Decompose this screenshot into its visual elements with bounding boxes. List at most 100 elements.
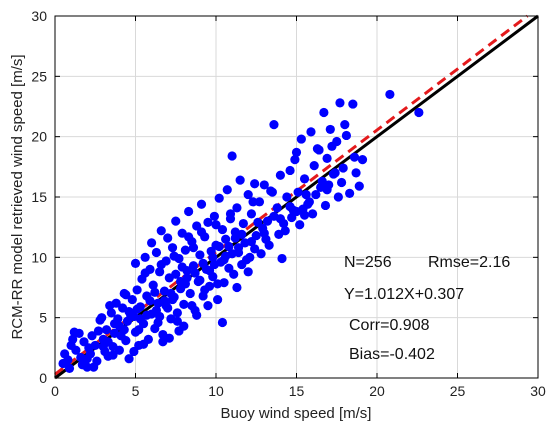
data-point — [172, 308, 182, 318]
data-point — [184, 206, 194, 217]
data-point — [64, 363, 75, 373]
x-axis-label: Buoy wind speed [m/s] — [221, 405, 372, 422]
data-point — [213, 279, 223, 289]
data-point — [311, 189, 321, 200]
data-point — [222, 185, 232, 195]
data-point — [132, 285, 142, 295]
data-point — [211, 220, 221, 230]
data-point — [269, 120, 279, 130]
data-point — [246, 237, 257, 247]
data-point — [229, 269, 239, 279]
data-point — [306, 127, 316, 137]
data-point — [250, 179, 260, 189]
data-point — [69, 327, 79, 337]
data-point — [272, 203, 282, 213]
data-point — [241, 255, 252, 265]
data-point — [106, 308, 116, 318]
data-point — [238, 218, 248, 229]
data-point — [232, 282, 242, 293]
data-point — [217, 224, 228, 235]
data-point — [320, 200, 331, 211]
data-point — [267, 187, 277, 197]
data-point — [196, 199, 207, 209]
data-point — [166, 288, 176, 299]
data-point — [287, 212, 297, 223]
axis-ticks: 0 5 10 15 20 25 30 0 5 10 15 20 25 30 — [31, 8, 546, 399]
data-point — [156, 259, 166, 270]
data-point — [179, 299, 189, 309]
data-point — [309, 161, 319, 171]
data-point — [291, 147, 302, 157]
data-point — [187, 301, 197, 311]
data-point — [357, 154, 368, 165]
data-point — [121, 290, 131, 300]
data-point — [190, 268, 200, 278]
x-tick-label: 20 — [369, 383, 385, 399]
y-tick-label: 5 — [39, 310, 47, 326]
data-point — [275, 170, 285, 180]
data-point — [129, 346, 139, 357]
data-point — [171, 269, 181, 279]
y-tick-label: 15 — [31, 189, 47, 205]
data-point — [351, 168, 361, 178]
data-point — [82, 354, 92, 364]
x-tick-label: 15 — [289, 383, 305, 399]
data-point — [282, 192, 292, 202]
data-point — [256, 249, 266, 259]
scatter-points — [58, 89, 424, 373]
data-point — [185, 288, 195, 299]
data-point — [124, 307, 134, 317]
data-point — [68, 334, 78, 344]
data-point — [243, 267, 253, 277]
annotation-bias: Bias=-0.402 — [349, 346, 435, 363]
data-point — [148, 280, 158, 290]
data-point — [151, 247, 162, 258]
data-point — [243, 189, 253, 200]
data-point — [147, 238, 157, 248]
data-point — [214, 241, 224, 252]
data-point — [299, 210, 310, 220]
data-point — [195, 250, 205, 260]
data-point — [304, 197, 314, 207]
data-point — [349, 152, 360, 162]
data-point — [155, 267, 165, 277]
data-point — [296, 134, 306, 144]
data-point — [341, 130, 352, 141]
data-point — [203, 217, 213, 227]
data-point — [295, 220, 305, 230]
y-tick-label: 25 — [31, 68, 47, 84]
data-point — [198, 258, 208, 268]
data-point — [167, 243, 178, 253]
data-point — [196, 227, 207, 237]
data-point — [235, 175, 245, 185]
data-point — [180, 245, 191, 255]
data-point — [105, 301, 115, 311]
y-tick-label: 30 — [31, 8, 47, 24]
data-point — [219, 255, 229, 265]
data-point — [114, 345, 124, 355]
data-point — [259, 180, 269, 190]
data-point — [134, 325, 144, 335]
data-point — [119, 325, 129, 335]
data-point — [338, 163, 348, 173]
data-point — [169, 251, 179, 261]
x-tick-label: 25 — [450, 383, 466, 399]
annotation-corr: Corr=0.908 — [349, 317, 430, 334]
data-point — [63, 355, 73, 365]
data-point — [299, 174, 310, 184]
data-point — [290, 154, 300, 165]
data-point — [277, 253, 287, 264]
data-point — [330, 168, 340, 178]
x-tick-label: 0 — [51, 383, 59, 399]
data-point — [87, 331, 97, 341]
data-point — [124, 354, 134, 364]
data-point — [151, 305, 162, 316]
data-point — [200, 285, 210, 295]
data-point — [227, 151, 237, 161]
data-point — [150, 287, 160, 297]
data-point — [354, 181, 364, 191]
data-point — [156, 226, 166, 236]
data-point — [232, 203, 242, 213]
data-point — [130, 258, 141, 268]
data-point — [301, 189, 311, 200]
